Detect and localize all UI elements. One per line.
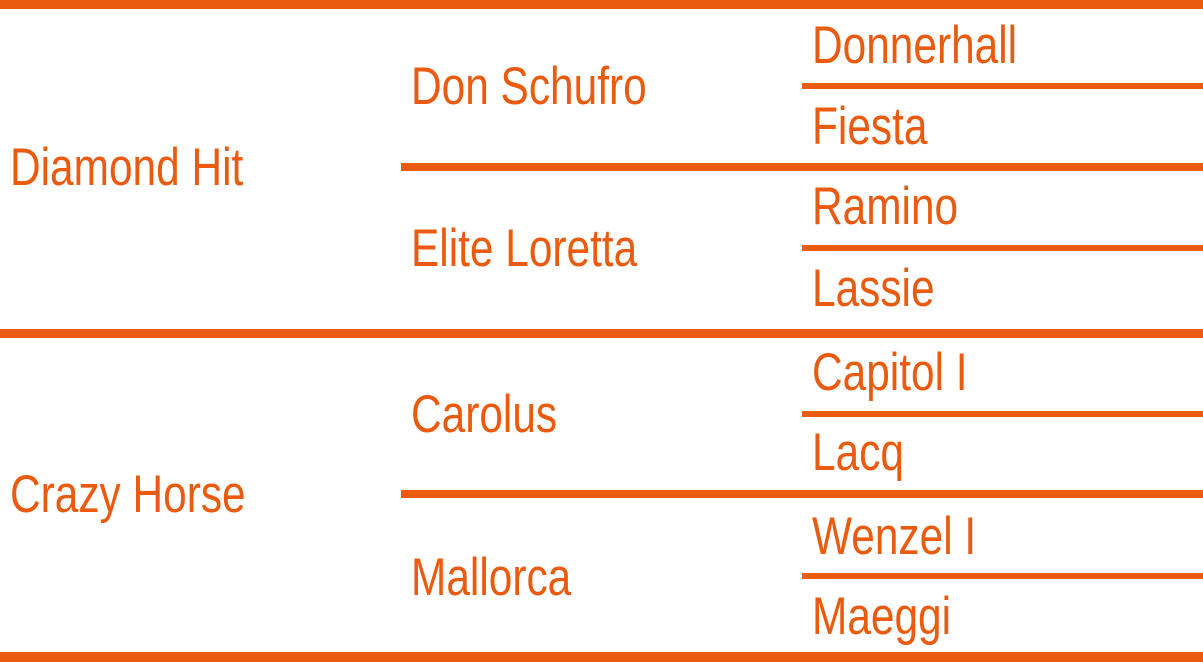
horse-name-granddam: Fiesta — [812, 96, 928, 156]
grandparent-divider-3 — [802, 411, 1203, 417]
horse-name-grandsire: Wenzel I — [812, 506, 977, 566]
horse-name-grandsire: Capitol I — [812, 342, 968, 402]
horse-name-granddam: Lassie — [812, 258, 935, 318]
horse-name-granddam: Lacq — [812, 422, 904, 482]
horse-name-sire: Don Schufro — [411, 56, 647, 116]
horse-name-subject-bottom: Crazy Horse — [10, 464, 246, 524]
grandparent-divider-2 — [802, 245, 1203, 251]
horse-name-grandsire: Donnerhall — [812, 15, 1018, 75]
horse-name-sire: Carolus — [411, 384, 558, 444]
generation1-divider — [0, 329, 1203, 338]
grandparent-divider-1 — [802, 83, 1203, 89]
horse-name-dam: Mallorca — [411, 547, 572, 607]
horse-name-grandsire: Ramino — [812, 176, 959, 236]
bottom-border-line — [0, 652, 1203, 662]
sire-dam-divider-top — [401, 163, 1203, 171]
horse-name-dam: Elite Loretta — [411, 218, 638, 278]
grandparent-divider-4 — [802, 573, 1203, 579]
horse-name-granddam: Maeggi — [812, 586, 952, 646]
top-border-line — [0, 0, 1203, 9]
sire-dam-divider-bottom — [401, 490, 1203, 498]
horse-name-subject-top: Diamond Hit — [10, 137, 244, 197]
